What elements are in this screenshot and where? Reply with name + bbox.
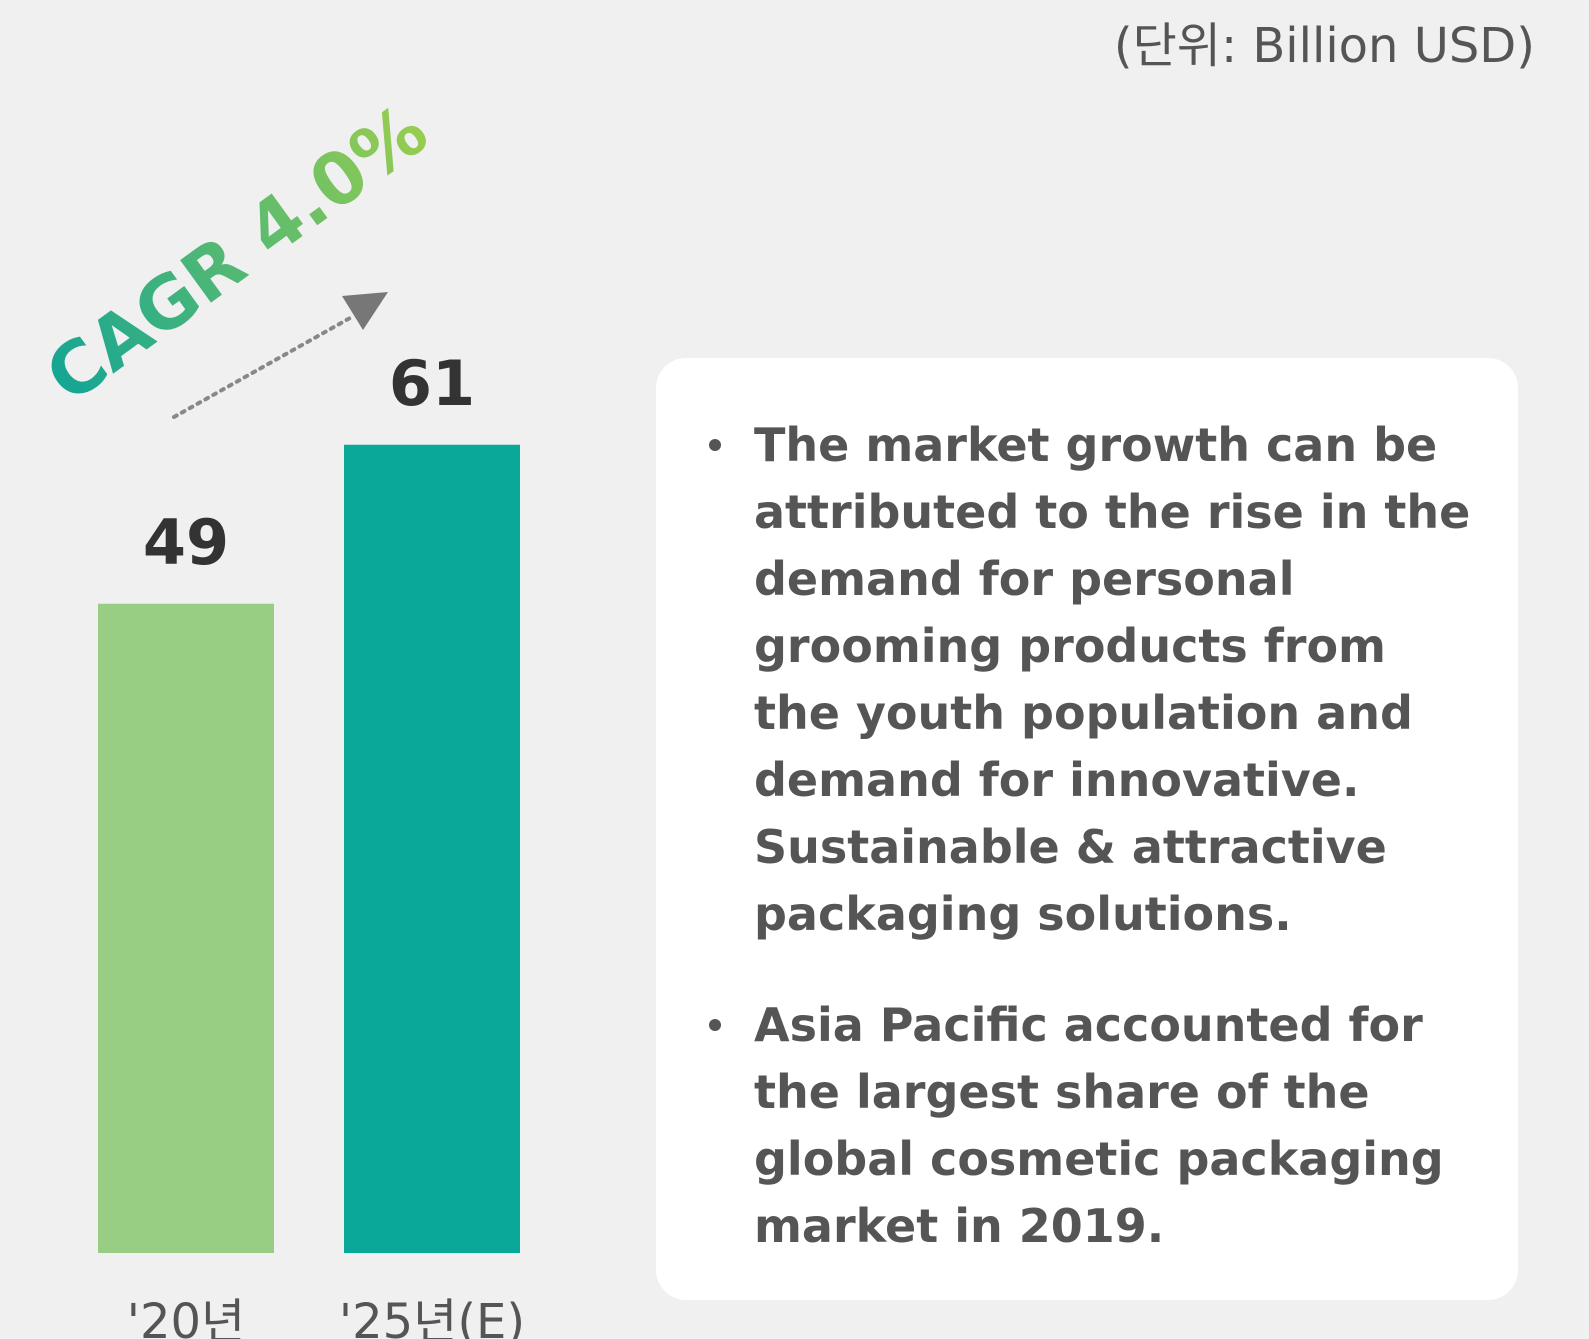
note-line: demand for innovative. bbox=[754, 753, 1359, 807]
notes-box bbox=[656, 358, 1518, 1300]
note-line: the largest share of the bbox=[754, 1065, 1370, 1119]
bar bbox=[98, 603, 274, 1253]
note-line: the youth population and bbox=[754, 686, 1413, 740]
bullet bbox=[709, 439, 721, 451]
note-line: The market growth can be bbox=[754, 418, 1437, 472]
note-line: grooming products from bbox=[754, 619, 1386, 673]
value-label: 49 bbox=[143, 506, 229, 579]
note-line: global cosmetic packaging bbox=[754, 1132, 1444, 1186]
x-tick-label: '25년(E) bbox=[339, 1294, 525, 1339]
note-line: Asia Pacific accounted for bbox=[754, 998, 1423, 1052]
bullet bbox=[709, 1019, 721, 1031]
value-label: 61 bbox=[389, 347, 475, 420]
arrow-head bbox=[342, 292, 388, 330]
note-line: market in 2019. bbox=[754, 1199, 1164, 1253]
note-line: demand for personal bbox=[754, 552, 1294, 606]
growth-arrow bbox=[172, 316, 352, 419]
x-tick-label: '20년 bbox=[127, 1294, 245, 1339]
note-line: attributed to the rise in the bbox=[754, 485, 1470, 539]
unit-label: (단위: Billion USD) bbox=[1114, 18, 1535, 74]
note-line: packaging solutions. bbox=[754, 887, 1292, 941]
note-line: Sustainable & attractive bbox=[754, 820, 1387, 874]
bar bbox=[344, 444, 520, 1253]
